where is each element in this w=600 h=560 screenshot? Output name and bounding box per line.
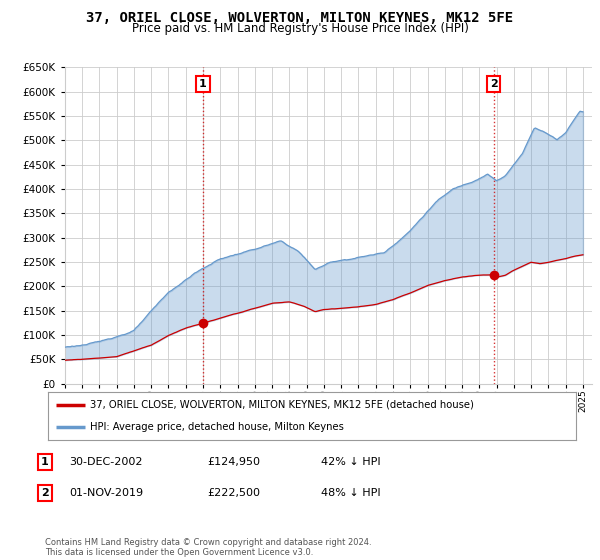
- Text: 2: 2: [490, 79, 497, 89]
- Text: 37, ORIEL CLOSE, WOLVERTON, MILTON KEYNES, MK12 5FE: 37, ORIEL CLOSE, WOLVERTON, MILTON KEYNE…: [86, 11, 514, 25]
- Text: 1: 1: [199, 79, 207, 89]
- Text: 37, ORIEL CLOSE, WOLVERTON, MILTON KEYNES, MK12 5FE (detached house): 37, ORIEL CLOSE, WOLVERTON, MILTON KEYNE…: [90, 400, 474, 410]
- Text: Contains HM Land Registry data © Crown copyright and database right 2024.
This d: Contains HM Land Registry data © Crown c…: [45, 538, 371, 557]
- Text: £124,950: £124,950: [207, 457, 260, 467]
- Text: 42% ↓ HPI: 42% ↓ HPI: [321, 457, 380, 467]
- Text: HPI: Average price, detached house, Milton Keynes: HPI: Average price, detached house, Milt…: [90, 422, 344, 432]
- Text: 48% ↓ HPI: 48% ↓ HPI: [321, 488, 380, 498]
- Text: 1: 1: [41, 457, 49, 467]
- Text: 2: 2: [41, 488, 49, 498]
- Text: 30-DEC-2002: 30-DEC-2002: [69, 457, 143, 467]
- Text: £222,500: £222,500: [207, 488, 260, 498]
- Text: 01-NOV-2019: 01-NOV-2019: [69, 488, 143, 498]
- Text: Price paid vs. HM Land Registry's House Price Index (HPI): Price paid vs. HM Land Registry's House …: [131, 22, 469, 35]
